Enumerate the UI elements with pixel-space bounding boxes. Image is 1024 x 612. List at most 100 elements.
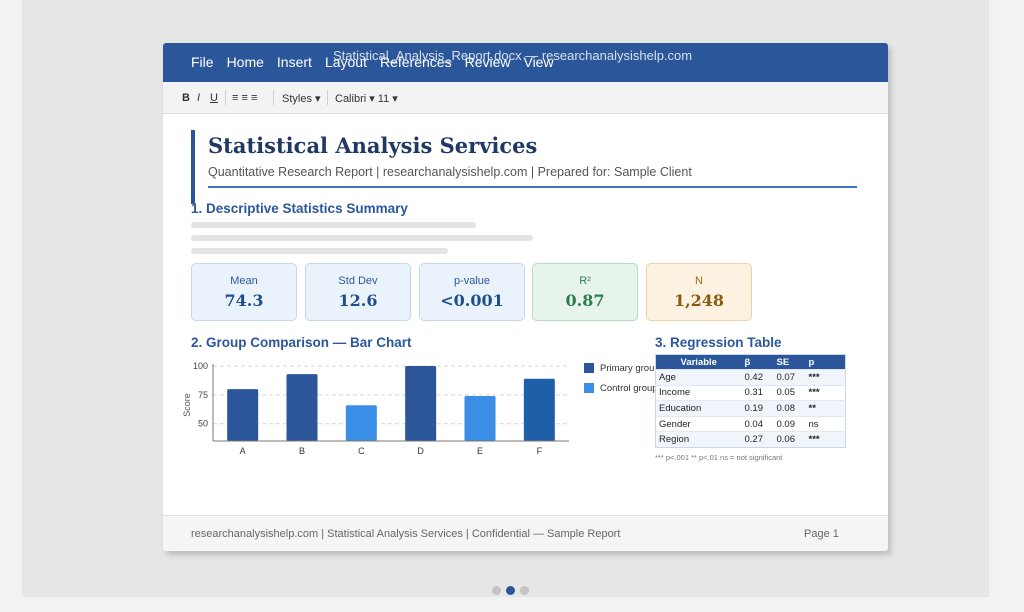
column-header: Variable [655,354,742,370]
legend-item: Primary group [584,361,655,381]
section-heading-regression: 3. Regression Table [655,335,782,350]
x-tick-label: B [299,446,305,456]
cell-significance: ns [805,415,846,432]
cell-se: 0.07 [773,369,806,386]
stat-card-n: N 1,248 [646,263,752,321]
cell-variable: Age [655,369,742,386]
slide-stage: Statistical_Analysis_Report.docx — resea… [22,0,989,597]
stat-card-mean: Mean 74.3 [191,263,297,321]
column-header: β [741,354,774,370]
cell-se: 0.09 [773,415,806,432]
cell-significance: *** [805,431,846,448]
stat-label: Std Dev [338,275,378,287]
cell-significance: *** [805,369,846,386]
stat-value: 0.87 [565,291,605,310]
cell-se: 0.08 [773,400,806,417]
cell-se: 0.05 [773,384,806,401]
cell-variable: Education [655,400,742,417]
stat-label: p-value [453,275,491,287]
table-row: Age 0.42 0.07 *** [655,369,846,386]
menu-layout[interactable]: Layout [324,54,367,70]
page-number: Page 1 [804,528,839,540]
menu-home[interactable]: Home [226,54,264,70]
cell-variable: Region [655,431,742,448]
stat-value: 1,248 [673,291,725,310]
stat-card-std-dev: Std Dev 12.6 [305,263,411,321]
table-row: Region 0.27 0.06 *** [655,431,846,448]
chart-legend: Primary group Control group [584,361,655,401]
menu-items: File Home Insert Layout References Review View [191,54,567,70]
y-tick-label: 75 [198,390,208,400]
title-accent-bar [191,130,195,204]
window-title: Statistical_Analysis_Report.docx — resea… [333,48,693,63]
document-subtitle: Quantitative Research Report | researcha… [208,165,692,179]
bar-chart: 50 75 100 Score A B C D E F [182,361,569,456]
menu-file[interactable]: File [191,54,214,70]
italic-button[interactable]: I [197,92,201,104]
styles-dropdown[interactable]: Styles ▾ [282,93,321,105]
cell-se: 0.06 [773,431,806,448]
toolbar-divider [273,90,274,105]
menu-insert[interactable]: Insert [276,54,312,70]
placeholder-text-line [191,248,448,254]
stat-value: 74.3 [224,291,264,310]
legend-label: Primary group [600,363,655,374]
bar-b [286,374,318,441]
placeholder-text-line [191,235,533,241]
stat-value: <0.001 [440,291,504,310]
regression-table: Variable β SE p Age 0.42 0.07 *** Income 0.31… [655,354,846,448]
x-tick-label: F [537,446,543,456]
pager-dot[interactable] [520,586,529,595]
placeholder-text-line [191,222,476,228]
footer-text: researchanalysishelp.com | Statistical A… [191,528,621,540]
bar-e [464,396,496,441]
x-tick-label: C [358,446,365,456]
table-header-row: Variable β SE p [655,354,846,370]
table-row: Gender 0.04 0.09 ns [655,415,846,432]
column-header: SE [773,354,806,370]
legend-swatch [584,363,594,373]
y-tick-label: 50 [198,419,208,429]
stat-card-r-squared: R² 0.87 [532,263,638,321]
bar-a [227,389,259,441]
table-row: Education 0.19 0.08 ** [655,400,846,417]
menu-review[interactable]: Review [464,54,511,70]
stat-label: R² [579,275,591,287]
cell-beta: 0.19 [741,400,774,417]
column-header: p [805,354,846,370]
legend-label: Control group [600,383,655,394]
stat-card-p-value: p-value <0.001 [419,263,525,321]
font-dropdown[interactable]: Calibri ▾ 11 ▾ [335,93,398,105]
menu-bar: Statistical_Analysis_Report.docx — resea… [163,43,888,82]
x-tick-label: E [477,446,483,456]
menu-view[interactable]: View [523,54,554,70]
pager-dot[interactable] [506,586,515,595]
document-window: Statistical_Analysis_Report.docx — resea… [163,43,888,551]
x-tick-label: A [240,446,246,456]
cell-beta: 0.27 [741,431,774,448]
x-tick-label: D [417,446,424,456]
table-footnote: *** p<.001 ** p<.01 ns = not significant [655,453,783,462]
cell-beta: 0.31 [741,384,774,401]
stat-label: N [695,275,703,287]
align-icons[interactable]: ≡ ≡ ≡ [232,92,258,104]
cell-variable: Gender [655,415,742,432]
title-divider [208,186,857,188]
legend-swatch [584,383,594,393]
bold-button[interactable]: B [182,92,190,104]
y-axis-label: Score [182,393,192,417]
cell-significance: *** [805,384,846,401]
toolbar-divider [225,90,226,105]
menu-references[interactable]: References [379,54,452,70]
document-footer: researchanalysishelp.com | Statistical A… [163,515,888,551]
legend-item: Control group [584,381,655,401]
pager-dot[interactable] [492,586,501,595]
bar-d [405,366,437,441]
table-row: Income 0.31 0.05 *** [655,384,846,401]
section-heading-descriptive: 1. Descriptive Statistics Summary [191,201,408,216]
cell-significance: ** [805,400,846,417]
section-heading-bar-chart: 2. Group Comparison — Bar Chart [191,335,412,350]
toolbar-divider [327,90,328,105]
underline-button[interactable]: U [210,92,218,104]
cell-beta: 0.42 [741,369,774,386]
